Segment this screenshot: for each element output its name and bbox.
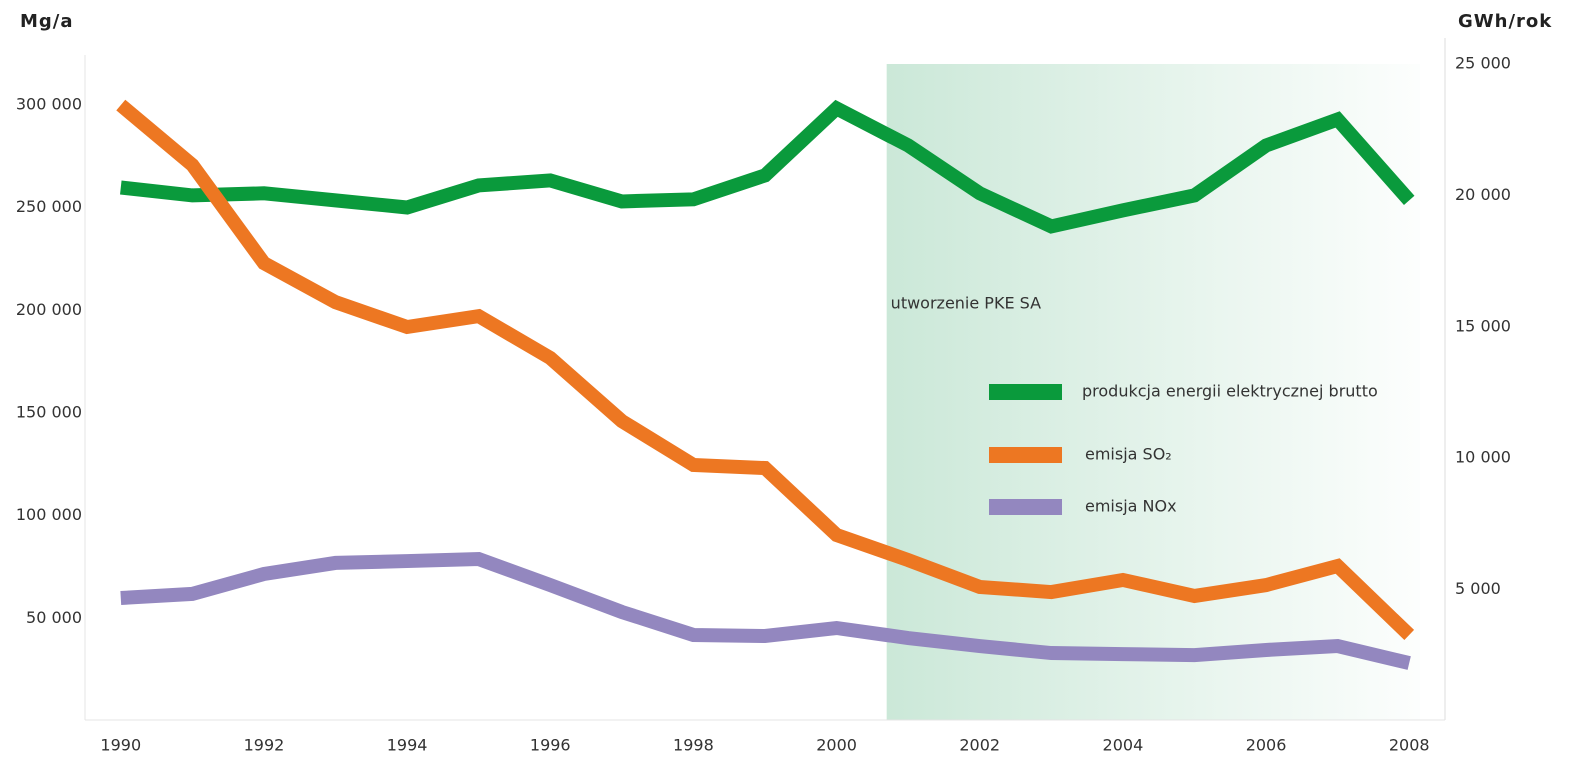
- series-line: [120, 551, 1411, 670]
- annotation: utworzenie PKE SA: [891, 294, 1041, 313]
- x-tick-label: 2004: [1103, 736, 1144, 755]
- y2-tick-label: 25 000: [1455, 54, 1511, 73]
- series-line: [120, 99, 1415, 234]
- y2-tick-label: 15 000: [1455, 316, 1511, 335]
- legend-swatch: [989, 447, 1062, 463]
- y2-tick-label: 5 000: [1455, 579, 1501, 598]
- legend-label: emisja SO₂: [1085, 445, 1172, 464]
- x-tick-label: 1990: [100, 736, 141, 755]
- y2-axis-title: GWh/rok: [1458, 11, 1552, 32]
- y-tick-label: 150 000: [16, 403, 82, 422]
- x-tick-label: 1998: [673, 736, 714, 755]
- x-tick-label: 2002: [959, 736, 1000, 755]
- y-tick-label: 300 000: [16, 95, 82, 114]
- x-tick-label: 2006: [1246, 736, 1287, 755]
- legend-label: produkcja energii elektrycznej brutto: [1082, 382, 1378, 401]
- x-tick-label: 2000: [816, 736, 857, 755]
- shaded-period: [886, 64, 1420, 720]
- x-tick-label: 1996: [530, 736, 571, 755]
- x-tick-label: 2008: [1389, 736, 1430, 755]
- y-tick-label: 200 000: [16, 300, 82, 319]
- x-tick-label: 1994: [387, 736, 428, 755]
- legend-swatch: [989, 499, 1062, 515]
- y2-tick-label: 20 000: [1455, 185, 1511, 204]
- legend-label: emisja NOx: [1085, 497, 1177, 516]
- legend-swatch: [989, 384, 1062, 400]
- y-axis-title: Mg/a: [20, 11, 74, 32]
- y2-tick-label: 10 000: [1455, 448, 1511, 467]
- x-tick-label: 1992: [244, 736, 285, 755]
- y-tick-label: 250 000: [16, 197, 82, 216]
- y-tick-label: 50 000: [26, 608, 82, 627]
- y-tick-label: 100 000: [16, 505, 82, 524]
- series-line: [116, 99, 1415, 641]
